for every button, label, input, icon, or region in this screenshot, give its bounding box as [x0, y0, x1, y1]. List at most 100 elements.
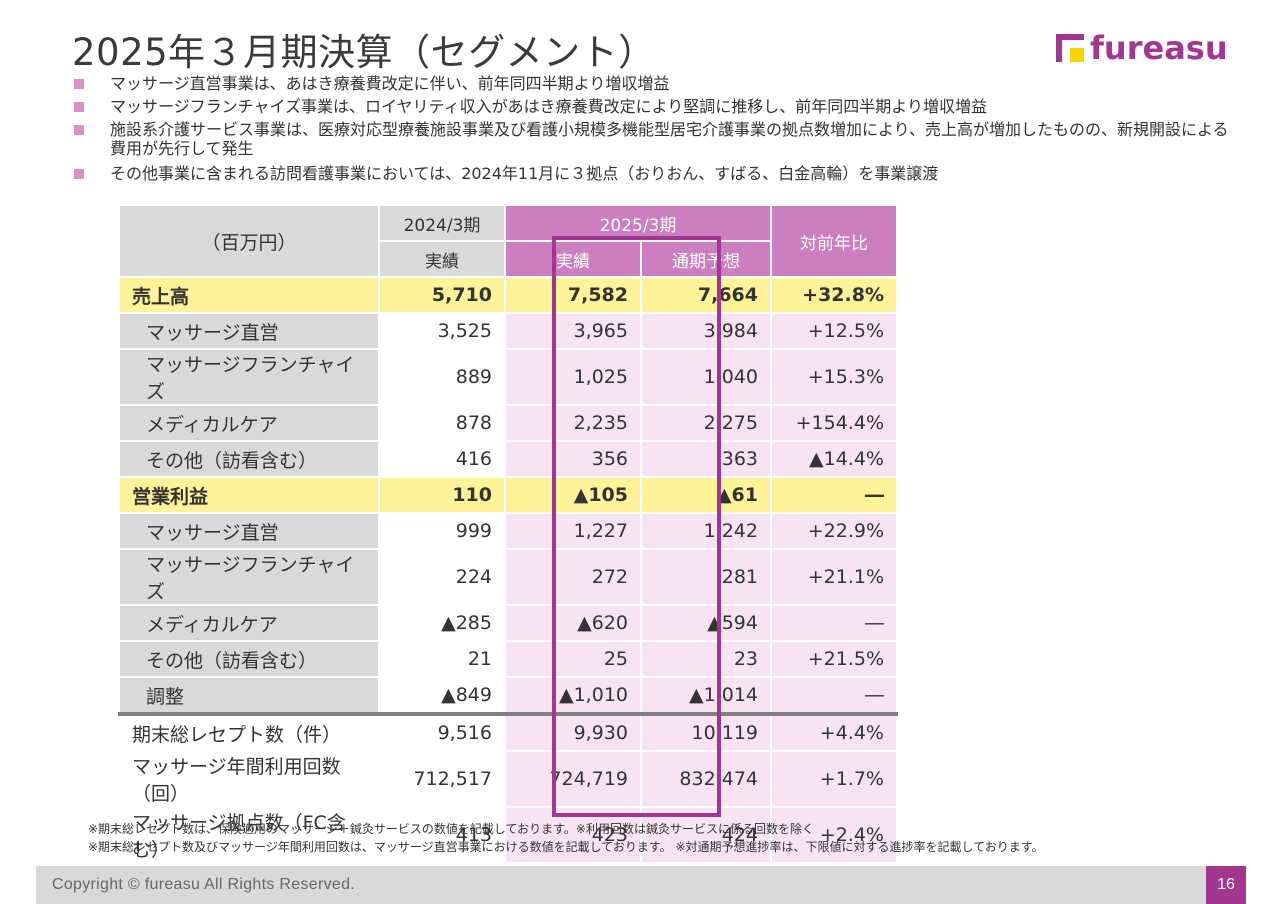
row-label: マッサージ年間利用回数（回） [118, 750, 380, 808]
table-row: マッサージ直営 3,525 3,965 3,984 +12.5% [118, 312, 898, 350]
row-label: 営業利益 [118, 476, 380, 514]
actual-2024-cell: 224 [378, 548, 506, 606]
actual-2025-cell: 2,235 [504, 404, 642, 442]
company-logo: fureasu [1056, 30, 1228, 66]
row-label: マッサージフランチャイズ [118, 548, 380, 606]
table-body: 売上高 5,710 7,582 7,664 +32.8% マッサージ直営 3,525 3,96… [118, 276, 898, 864]
actual-2024-cell: 416 [378, 440, 506, 478]
yoy-cell: +2.4% [770, 806, 898, 864]
table-row: その他（訪看含む） 416 356 363 ▲14.4% [118, 440, 898, 478]
page-number: 16 [1206, 866, 1246, 904]
actual-2024-cell: 889 [378, 348, 506, 406]
bullet-square-icon [74, 169, 84, 179]
yoy-cell: +21.1% [770, 548, 898, 606]
actual-2024-cell: 712,517 [378, 750, 506, 808]
unit-label: （百万円） [118, 204, 380, 278]
actual-2024-cell: 110 [378, 476, 506, 514]
actual-2025-cell: 1,227 [504, 512, 642, 550]
table-row: その他（訪看含む） 21 25 23 +21.5% [118, 640, 898, 678]
row-label: メディカルケア [118, 404, 380, 442]
actual-2024-cell: 413 [378, 806, 506, 864]
bullet-square-icon [74, 102, 84, 112]
row-label: その他（訪看含む） [118, 440, 380, 478]
actual-2025-cell: 9,930 [504, 712, 642, 752]
logo-text: fureasu [1090, 29, 1228, 67]
copyright-text: Copyright © fureasu All Rights Reserved. [52, 876, 356, 893]
bullet-item: その他事業に含まれる訪問看護事業においては、2024年11月に３拠点（おりおん、… [72, 164, 1242, 183]
row-label: 調整 [118, 676, 380, 715]
actual-2025-cell: ▲620 [504, 604, 642, 642]
footnotes: ※期末総レセプト数は、保険適用のマッサージ＋鍼灸サービスの数値を記載しております… [88, 820, 1044, 856]
forecast-cell: 832,474 [640, 750, 772, 808]
actual-2024-cell: 3,525 [378, 312, 506, 350]
table-row: マッサージフランチャイズ 889 1,025 1,040 +15.3% [118, 348, 898, 406]
logo-mark-icon [1056, 34, 1084, 62]
table-row: メディカルケア ▲285 ▲620 ▲594 ― [118, 604, 898, 642]
actual-2024-cell: 9,516 [378, 712, 506, 752]
row-label: マッサージフランチャイズ [118, 348, 380, 406]
forecast-cell: 1,040 [640, 348, 772, 406]
row-label: メディカルケア [118, 604, 380, 642]
bullet-square-icon [74, 79, 84, 89]
table-row: マッサージ拠点数（FC含む） 413 423 424 +2.4% [118, 806, 898, 864]
yoy-cell: ― [770, 476, 898, 514]
yoy-cell: +1.7% [770, 750, 898, 808]
actual-2025-cell: ▲105 [504, 476, 642, 514]
page-title: 2025年３月期決算（セグメント） [72, 31, 656, 74]
summary-bullets: マッサージ直営事業は、あはき療養費改定に伴い、前年同四半期より増収増益 マッサー… [72, 74, 1242, 187]
actual-2024-cell: ▲285 [378, 604, 506, 642]
yoy-header: 対前年比 [770, 204, 898, 278]
actual-2025-cell: 3,965 [504, 312, 642, 350]
bullet-item: マッサージ直営事業は、あはき療養費改定に伴い、前年同四半期より増収増益 [72, 74, 1242, 93]
actual-2025-cell: 356 [504, 440, 642, 478]
row-label: その他（訪看含む） [118, 640, 380, 678]
yoy-cell: ▲14.4% [770, 440, 898, 478]
actual-2025-cell: 724,719 [504, 750, 642, 808]
forecast-cell: 363 [640, 440, 772, 478]
yoy-cell: ― [770, 676, 898, 715]
forecast-cell: 3,984 [640, 312, 772, 350]
yoy-cell: +154.4% [770, 404, 898, 442]
forecast-cell: 1,242 [640, 512, 772, 550]
actual-2024-header: 実績 [378, 240, 506, 278]
forecast-cell: 23 [640, 640, 772, 678]
footer-bar: Copyright © fureasu All Rights Reserved.… [36, 866, 1246, 904]
period-2024-header: 2024/3期 [378, 204, 506, 242]
forecast-cell: ▲61 [640, 476, 772, 514]
table-row: 調整 ▲849 ▲1,010 ▲1,014 ― [118, 676, 898, 715]
table-row: 営業利益 110 ▲105 ▲61 ― [118, 476, 898, 514]
forecast-cell: ▲1,014 [640, 676, 772, 715]
yoy-cell: +4.4% [770, 712, 898, 752]
period-2025-header: 2025/3期 [504, 204, 772, 242]
yoy-cell: +15.3% [770, 348, 898, 406]
yoy-cell: +21.5% [770, 640, 898, 678]
yoy-cell: +32.8% [770, 276, 898, 314]
forecast-header: 通期予想 [640, 240, 772, 278]
table-row: 売上高 5,710 7,582 7,664 +32.8% [118, 276, 898, 314]
yoy-cell: +12.5% [770, 312, 898, 350]
actual-2025-cell: 1,025 [504, 348, 642, 406]
yoy-cell: +22.9% [770, 512, 898, 550]
row-label: マッサージ直営 [118, 312, 380, 350]
row-label: 期末総レセプト数（件） [118, 712, 380, 752]
bullet-item: マッサージフランチャイズ事業は、ロイヤリティ収入があはき療養費改定により堅調に推… [72, 97, 1242, 116]
bullet-square-icon [74, 125, 84, 135]
table-row: マッサージ直営 999 1,227 1,242 +22.9% [118, 512, 898, 550]
forecast-cell: 10,119 [640, 712, 772, 752]
segment-results-table: （百万円） 2024/3期 2025/3期 対前年比 実績 実績 通期予想 売上… [118, 204, 898, 864]
table-row: マッサージフランチャイズ 224 272 281 +21.1% [118, 548, 898, 606]
actual-2025-cell: 25 [504, 640, 642, 678]
row-label: 売上高 [118, 276, 380, 314]
actual-2024-cell: ▲849 [378, 676, 506, 715]
footnote: ※期末総レセプト数及びマッサージ年間利用回数は、マッサージ直営事業における数値を… [88, 840, 1044, 854]
actual-2024-cell: 21 [378, 640, 506, 678]
yoy-cell: ― [770, 604, 898, 642]
actual-2025-cell: ▲1,010 [504, 676, 642, 715]
table-row: 期末総レセプト数（件） 9,516 9,930 10,119 +4.4% [118, 712, 898, 752]
table-row: マッサージ年間利用回数（回） 712,517 724,719 832,474 +1.7% [118, 750, 898, 808]
row-label: マッサージ拠点数（FC含む） [118, 806, 380, 864]
actual-2025-header: 実績 [504, 240, 642, 278]
actual-2024-cell: 5,710 [378, 276, 506, 314]
actual-2025-cell: 7,582 [504, 276, 642, 314]
forecast-cell: 2,275 [640, 404, 772, 442]
